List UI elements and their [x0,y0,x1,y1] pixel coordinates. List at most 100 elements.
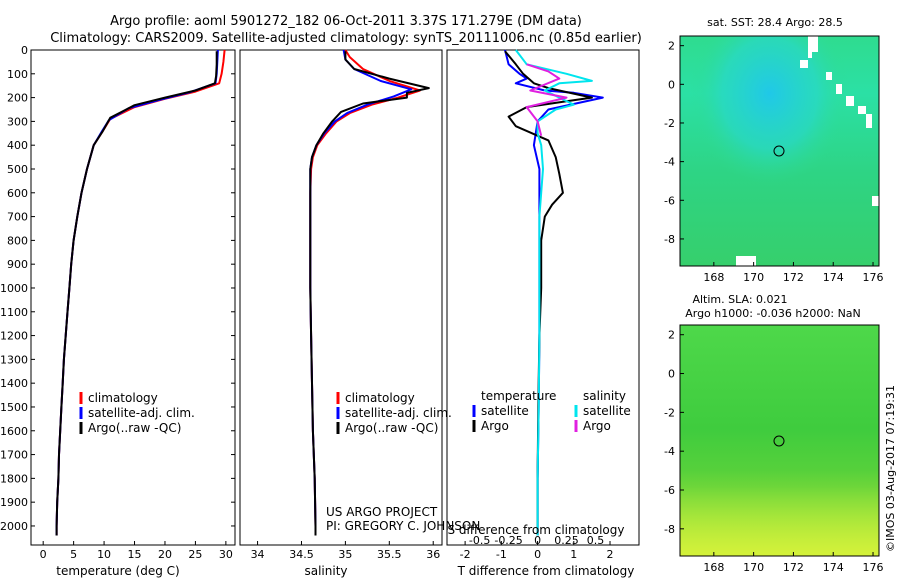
y-tick-label: 1300 [0,353,28,366]
legend-salinity-title: salinity [583,389,626,403]
map-y-tick-label: -6 [664,484,675,497]
series-line-s-argo [525,63,568,136]
sla-map-south [680,470,879,556]
map-x-tick-label: 170 [743,561,764,574]
y-tick-label: 500 [7,163,28,176]
s-diff-tick-label: 0.5 [587,534,605,547]
map-x-tick-label: 168 [703,561,724,574]
legend-label: satellite-adj. clim. [88,406,195,420]
difference-profile-panel: -2 -1 0 1 2 T difference from climatology -0.5… [446,49,640,578]
legend-label: Argo(..raw -QC) [345,421,438,435]
map-x-tick-label: 174 [823,271,844,284]
s-diff-tick-label: -0.25 [494,534,522,547]
series-line-argo-raw-qc- [309,51,430,536]
x-tick-label: 25 [188,548,202,561]
map-x-tick-label: 172 [783,561,804,574]
y-tick-label: 1900 [0,496,28,509]
x-tick-label: 30 [219,548,233,561]
x-tick-label: 34.5 [289,548,314,561]
sst-map-warm-pool [680,36,879,266]
y-tick-label: 1700 [0,449,28,462]
map-y-tick-label: -8 [664,523,675,536]
y-tick-label: 1200 [0,330,28,343]
x-tick-label: 5 [70,548,77,561]
x-tick-label: -1 [496,548,507,561]
y-tick-label: 1600 [0,425,28,438]
sla-argo-marker [773,435,785,447]
x-tick-label: 20 [158,548,172,561]
sla-map-panel: Altim. SLA: 0.021 Argo h1000: -0.036 h20… [664,293,883,574]
legend-label: satellite-adj. clim. [345,406,452,420]
y-tick-label: 200 [7,92,28,105]
map-y-tick-label: 2 [668,329,675,342]
s-diff-tick-label: -0.5 [469,534,490,547]
y-tick-label: 700 [7,211,28,224]
x-tick-label: 36 [426,548,440,561]
x-tick-label: 10 [97,548,111,561]
project-credit: US ARGO PROJECT [326,505,438,519]
legend-label: climatology [88,391,158,405]
y-tick-label: 1400 [0,377,28,390]
sst-map-axes: 168 170 172 174 176 2 0 -2 -4 -6 -8 [664,40,883,284]
legend-label: Argo(..raw -QC) [88,421,181,435]
legend-label: satellite [583,404,631,418]
map-x-tick-label: 170 [743,271,764,284]
legend-temperature-title: temperature [481,389,556,403]
series-line-argo-raw-qc- [55,51,218,536]
series-line-climatology [55,49,226,536]
temperature-plot-frame [30,49,236,546]
y-tick-label: 800 [7,234,28,247]
temperature-profile-panel: 0100200300400500600700800900100011001200… [0,44,236,578]
temperature-xlabel: temperature (deg C) [56,564,179,578]
header-line-2: Climatology: CARS2009. Satellite-adjuste… [50,31,642,46]
x-tick-label: -2 [460,548,471,561]
map-y-tick-label: -4 [664,445,675,458]
y-tick-label: 1100 [0,306,28,319]
y-tick-label: 900 [7,258,28,271]
map-y-tick-label: -8 [664,233,675,246]
map-x-tick-label: 176 [863,561,884,574]
x-tick-label: 34 [251,548,265,561]
sst-map-title: sat. SST: 28.4 Argo: 28.5 [707,16,843,29]
x-tick-label: 0 [534,548,541,561]
salinity-plot-frame [239,49,443,546]
difference-xlabel: T difference from climatology [457,564,635,578]
s-diff-tick-label: 0 [534,534,541,547]
x-tick-label: 15 [128,548,142,561]
y-tick-label: 1500 [0,401,28,414]
y-tick-label: 300 [7,115,28,128]
y-tick-label: 2000 [0,520,28,533]
x-tick-label: 0 [40,548,47,561]
map-y-tick-label: 0 [668,368,675,381]
salinity-profile-panel: 34 34.5 35 35.5 36 salinity climatologysatelli… [239,49,452,578]
y-tick-label: 1000 [0,282,28,295]
x-tick-label: 1 [570,548,577,561]
legend-label: climatology [345,391,415,405]
legend-label: Argo [583,419,611,433]
series-line-satellite-adj-clim- [55,49,219,536]
difference-top-xlabel: S difference from climatology [448,523,625,537]
x-tick-label: 35 [338,548,352,561]
salinity-xlabel: salinity [304,564,347,578]
y-tick-label: 100 [7,68,28,81]
legend-label: satellite [481,404,529,418]
series-line-t-satellite [504,49,604,536]
map-y-tick-label: 2 [668,40,675,53]
imos-timestamp: ©IMOS 03-Aug-2017 07:19:31 [884,385,897,552]
y-tick-label: 1800 [0,472,28,485]
x-tick-label: 2 [607,548,614,561]
difference-plot-frame [446,49,640,546]
series-line-climatology [309,49,421,536]
map-x-tick-label: 176 [863,271,884,284]
sla-map-title-2: Argo h1000: -0.036 h2000: NaN [685,307,861,320]
sst-argo-marker [773,145,785,157]
map-x-tick-label: 168 [703,271,724,284]
s-diff-tick-label: 0.25 [554,534,579,547]
x-tick-label: 35.5 [377,548,402,561]
map-y-tick-label: -2 [664,406,675,419]
y-tick-label: 400 [7,139,28,152]
pi-credit: PI: GREGORY C. JOHNSON [326,519,480,533]
map-x-tick-label: 174 [823,561,844,574]
sla-map-axes: 168 170 172 174 176 2 0 -2 -4 -6 -8 [664,329,883,574]
